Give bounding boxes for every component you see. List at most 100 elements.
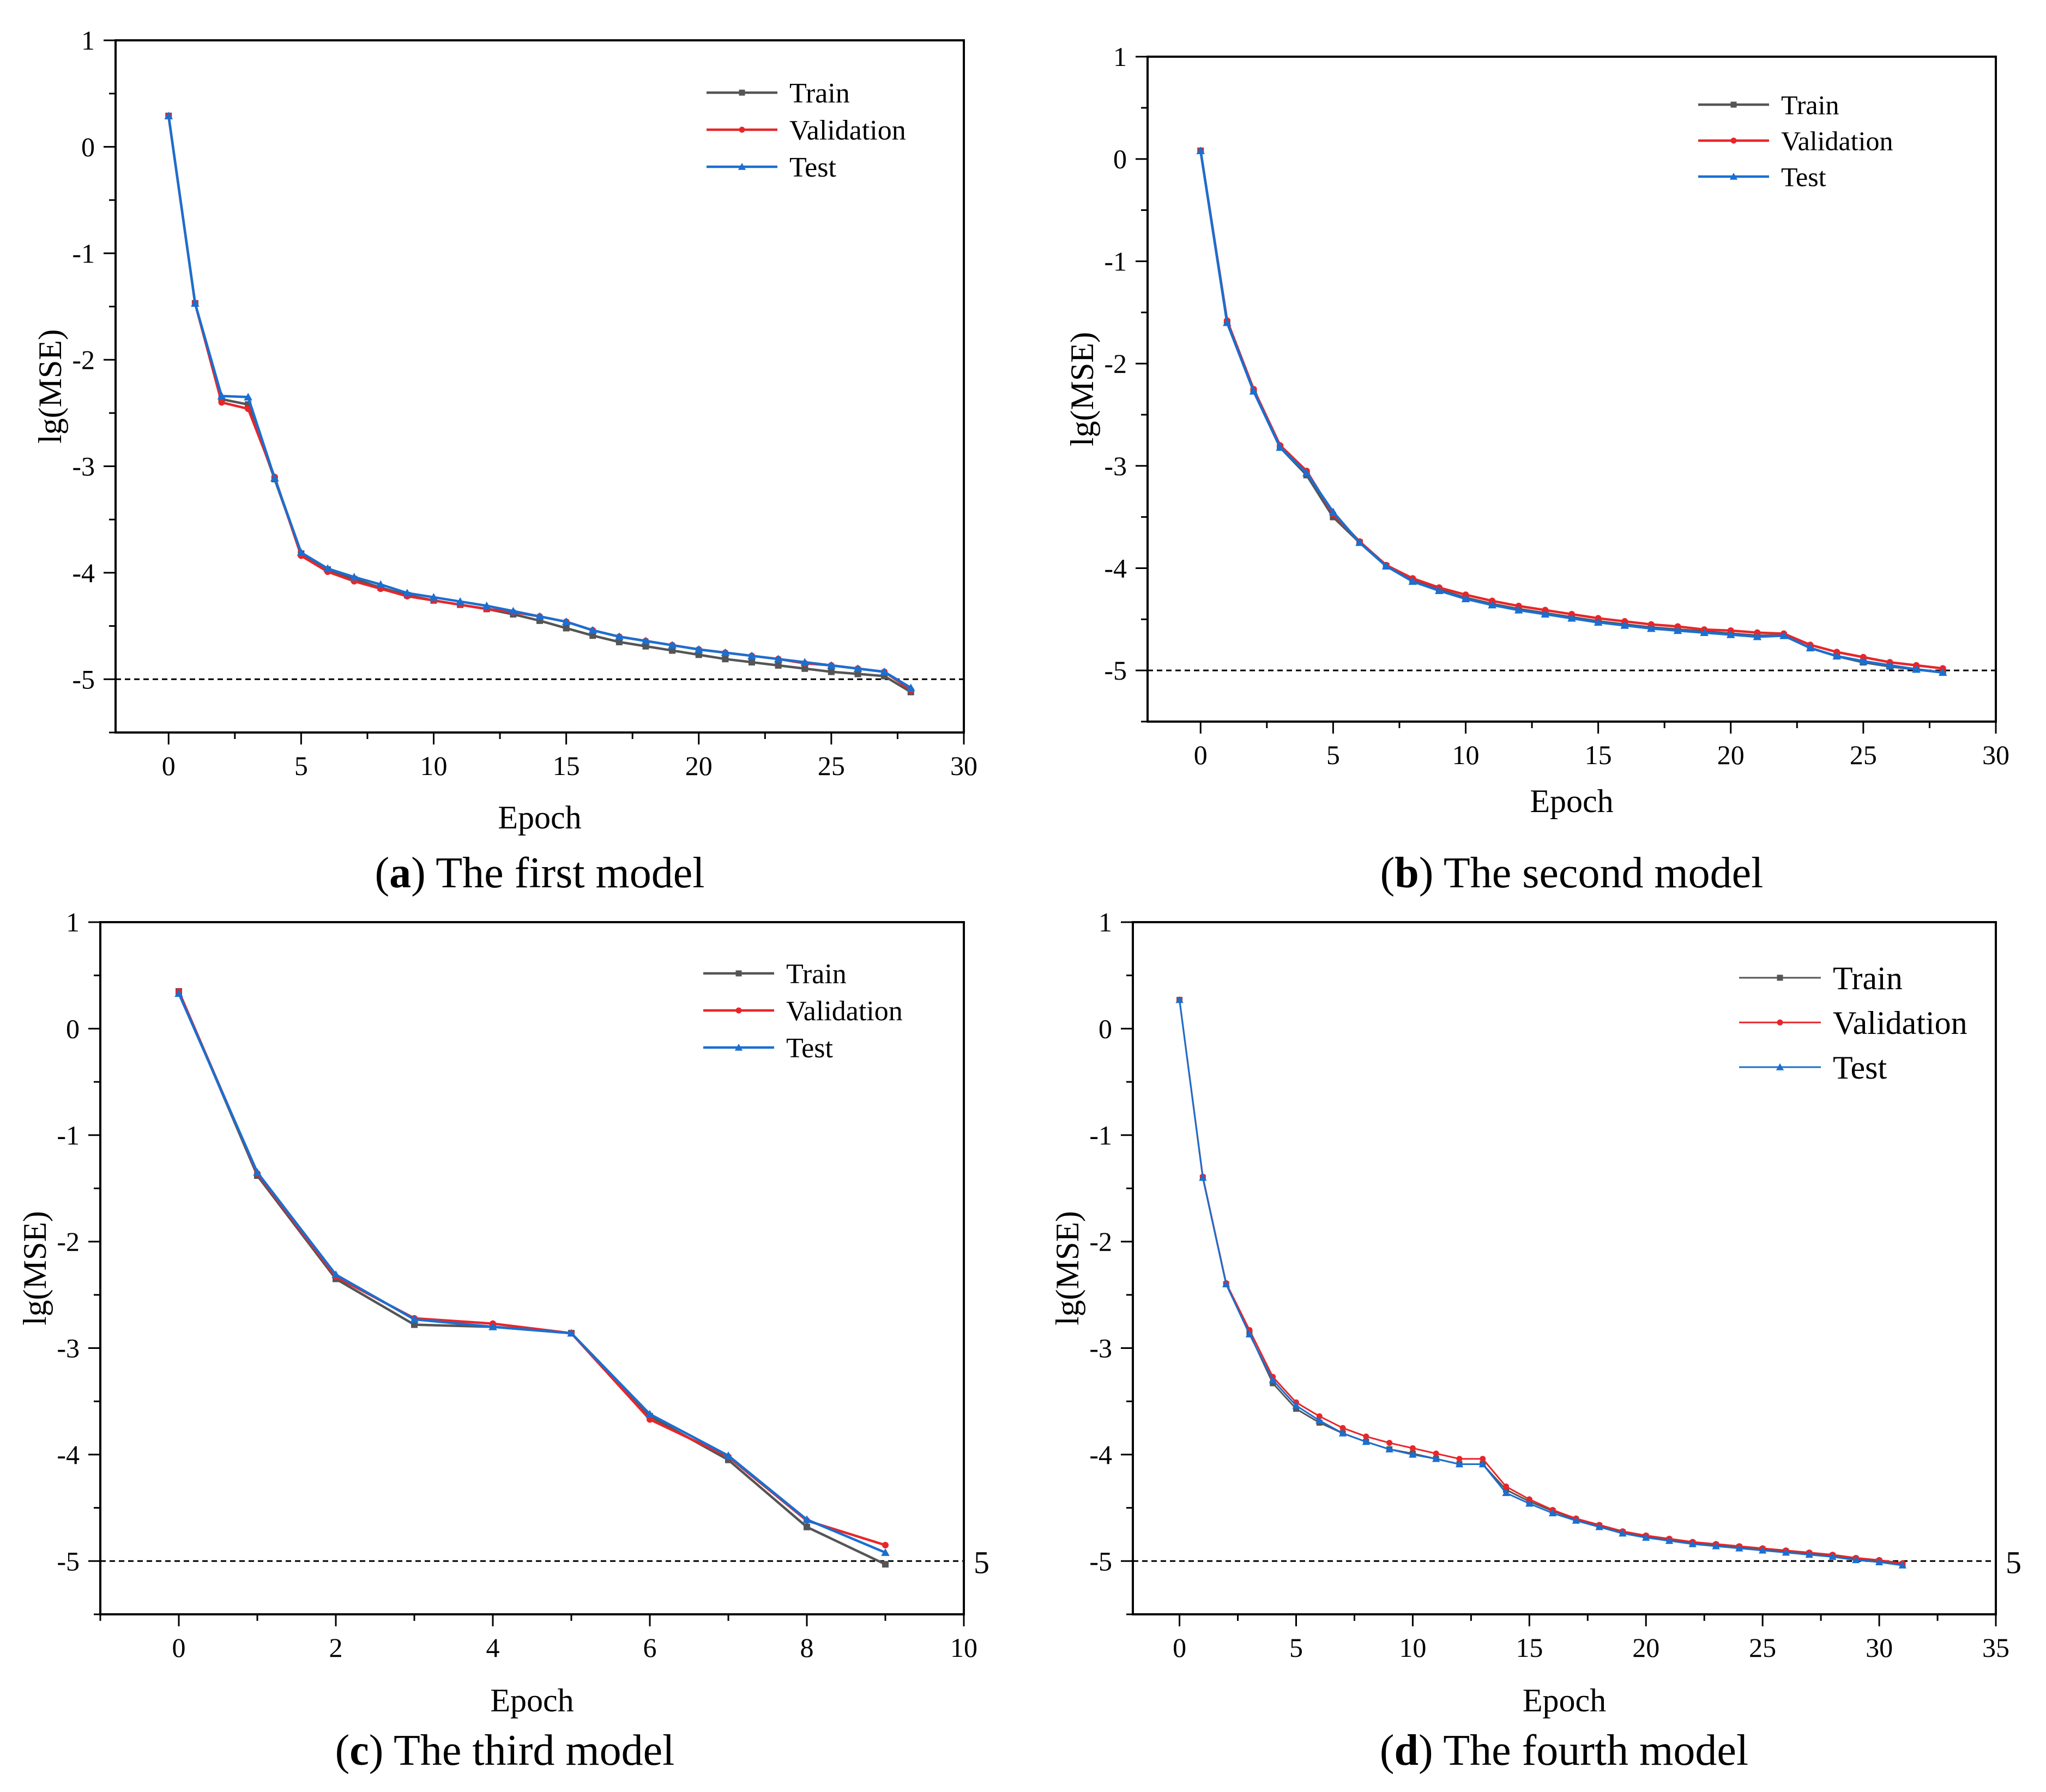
data-point <box>1432 1455 1440 1462</box>
x-tick-label: 2 <box>329 1632 343 1663</box>
data-point <box>1898 1561 1907 1569</box>
y-tick-label: -1 <box>72 238 95 269</box>
legend-marker <box>1730 137 1737 144</box>
data-point <box>615 638 623 645</box>
legend: Train Validation Test <box>1698 90 1893 192</box>
caption-letter: a <box>389 849 411 897</box>
caption-paren-close: ) <box>1419 849 1434 897</box>
data-point <box>774 655 783 663</box>
y-tick-label: -3 <box>57 1333 80 1364</box>
data-point <box>882 1542 889 1548</box>
x-tick-label: 30 <box>950 750 977 781</box>
data-point <box>1455 1460 1464 1468</box>
y-tick-label: 0 <box>1113 144 1127 174</box>
data-point <box>1595 1523 1603 1530</box>
data-point <box>1514 606 1523 614</box>
series-line-validation <box>1179 1000 1903 1564</box>
x-axis-label: Epoch <box>498 800 581 836</box>
data-point <box>270 474 279 482</box>
data-point <box>1478 1460 1487 1468</box>
data-point <box>253 1168 262 1176</box>
data-point <box>668 640 677 649</box>
caption-paren-close: ) <box>411 849 426 897</box>
legend-marker <box>738 162 746 170</box>
x-tick-label: 25 <box>1749 1632 1776 1663</box>
x-tick-label: 10 <box>1452 740 1480 770</box>
caption-letter: b <box>1395 849 1419 897</box>
legend-label: Test <box>1781 162 1826 192</box>
legend-marker <box>734 1043 743 1051</box>
data-point <box>827 661 836 669</box>
data-point <box>1548 1509 1557 1517</box>
caption-paren-close: ) <box>1419 1727 1433 1775</box>
series-line-validation <box>1199 150 1944 670</box>
legend-label: Train <box>786 959 847 990</box>
y-tick-label: 0 <box>66 1013 80 1044</box>
data-point <box>800 658 810 666</box>
data-point <box>1688 1540 1697 1547</box>
data-point <box>218 399 225 406</box>
data-point <box>1572 1516 1580 1524</box>
x-tick-label: 35 <box>1982 1632 2009 1663</box>
legend-marker <box>1730 101 1737 108</box>
caption-paren-open: ( <box>375 849 389 897</box>
y-tick-label: -3 <box>1104 451 1127 481</box>
legend-entry-validation: Validation <box>1698 126 1893 156</box>
caption-text: The fourth model <box>1433 1727 1748 1775</box>
data-point <box>1302 469 1311 477</box>
data-point <box>1526 1496 1532 1503</box>
data-point <box>567 1329 576 1337</box>
x-tick-label: 10 <box>950 1632 977 1663</box>
plot-frame <box>114 39 965 734</box>
series-line-test <box>1179 1000 1903 1566</box>
panel-a: 0 5 10 15 20 25 3010-1-2-3-4-5Epochlg(MSE)Trai… <box>32 25 977 897</box>
y-tick-label: -4 <box>72 558 95 588</box>
y-tick-label: 0 <box>1099 1013 1112 1044</box>
data-point <box>854 670 861 677</box>
x-tick-label: 10 <box>1399 1632 1426 1663</box>
y-tick-label: -1 <box>1104 246 1127 276</box>
legend-marker <box>1729 172 1738 180</box>
data-point <box>1594 618 1603 626</box>
data-point <box>695 651 702 658</box>
legend-marker <box>739 126 745 133</box>
data-point <box>1339 1425 1346 1431</box>
panel-caption: (d) The fourth model <box>1380 1727 1748 1775</box>
series-test <box>174 989 890 1556</box>
data-point <box>1567 614 1576 622</box>
y-axis-label: lg(MSE) <box>1049 1211 1085 1325</box>
data-point <box>1759 1546 1767 1554</box>
series-validation <box>1197 147 1946 672</box>
data-point <box>1480 1456 1486 1462</box>
caption-text: The first model <box>426 849 705 897</box>
data-point <box>749 659 755 666</box>
y-tick-label: -2 <box>72 344 95 375</box>
caption-paren-open: ( <box>1380 849 1395 897</box>
data-point <box>1828 1553 1837 1560</box>
legend-entry-validation: Validation <box>707 115 906 146</box>
data-point <box>1503 1484 1510 1490</box>
data-point <box>349 572 359 580</box>
legend-label: Train <box>789 78 850 109</box>
legend-marker <box>1777 974 1783 981</box>
data-point <box>645 1409 654 1418</box>
data-point <box>880 667 889 675</box>
data-point <box>1620 621 1629 629</box>
y-axis-label: lg(MSE) <box>17 1211 53 1325</box>
legend-label: Validation <box>1781 126 1893 156</box>
data-point <box>191 299 200 307</box>
legend-label: Validation <box>1833 1005 1967 1041</box>
y-tick-label: 1 <box>81 25 95 56</box>
data-point <box>1385 1445 1393 1452</box>
data-point <box>245 405 252 413</box>
x-tick-label: 6 <box>643 1632 657 1663</box>
data-point <box>1647 624 1656 632</box>
caption-letter: d <box>1395 1727 1419 1775</box>
legend-entry-test: Test <box>1739 1050 1887 1086</box>
data-point <box>828 668 835 675</box>
data-point <box>1223 318 1232 326</box>
data-point <box>669 647 676 654</box>
data-point <box>482 601 491 609</box>
data-point <box>747 651 756 659</box>
series-line-test <box>167 116 912 689</box>
